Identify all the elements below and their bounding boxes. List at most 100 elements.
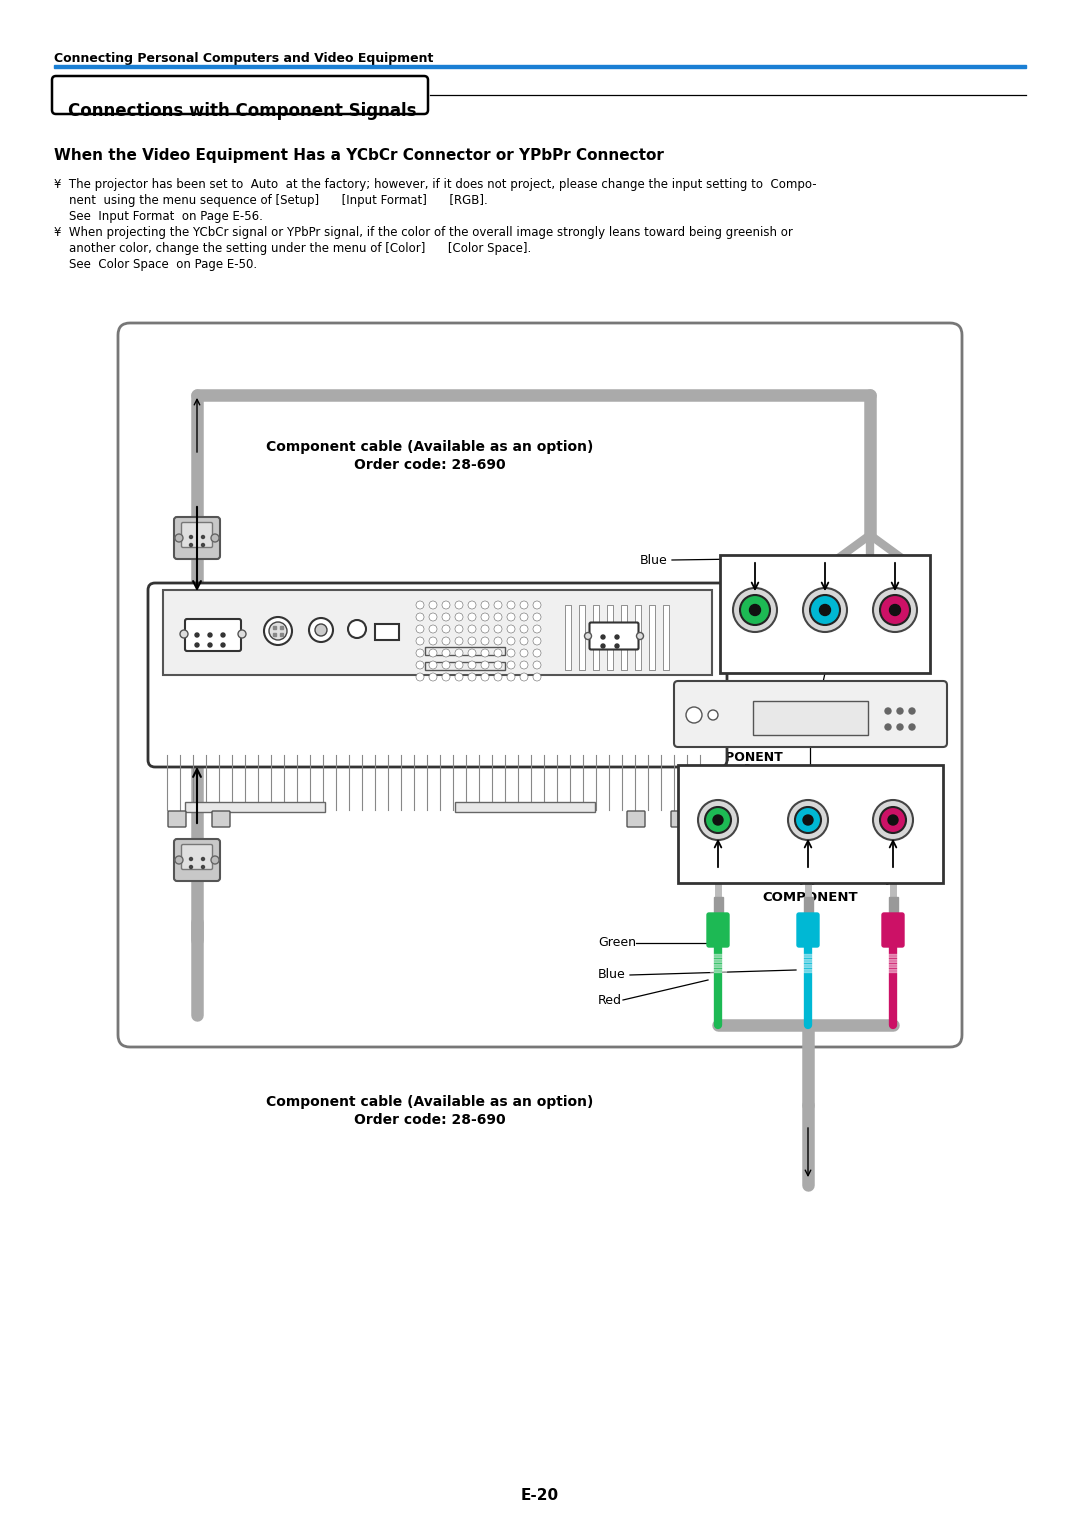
FancyBboxPatch shape: [181, 844, 213, 870]
Bar: [800, 969, 816, 972]
Circle shape: [468, 661, 476, 668]
Circle shape: [615, 644, 619, 649]
Bar: [375, 624, 399, 639]
Circle shape: [519, 661, 528, 668]
Circle shape: [890, 604, 901, 615]
FancyBboxPatch shape: [148, 583, 727, 768]
Circle shape: [885, 723, 891, 729]
Bar: [710, 964, 726, 967]
Circle shape: [713, 815, 723, 826]
Text: Red: Red: [640, 589, 664, 601]
FancyBboxPatch shape: [181, 522, 213, 548]
Circle shape: [442, 673, 450, 681]
Circle shape: [429, 661, 437, 668]
Circle shape: [885, 708, 891, 714]
Text: ¥  When projecting the YCbCr signal or YPbPr signal, if the color of the overall: ¥ When projecting the YCbCr signal or YP…: [54, 226, 793, 240]
Circle shape: [600, 635, 605, 639]
FancyBboxPatch shape: [185, 620, 241, 652]
FancyBboxPatch shape: [174, 517, 220, 559]
Bar: [635, 604, 642, 670]
Circle shape: [880, 595, 910, 626]
FancyBboxPatch shape: [797, 913, 819, 948]
Bar: [863, 690, 877, 691]
Circle shape: [202, 858, 204, 861]
Text: Blue: Blue: [598, 969, 625, 981]
Circle shape: [909, 708, 915, 714]
Circle shape: [211, 856, 219, 864]
FancyBboxPatch shape: [745, 635, 765, 665]
Circle shape: [348, 620, 366, 638]
Bar: [863, 679, 877, 682]
Circle shape: [202, 536, 204, 539]
Bar: [866, 620, 874, 639]
Bar: [912, 684, 924, 687]
Circle shape: [202, 865, 204, 868]
Circle shape: [238, 630, 246, 638]
Circle shape: [519, 636, 528, 645]
Bar: [800, 958, 816, 961]
Bar: [885, 964, 901, 967]
Circle shape: [750, 604, 760, 615]
Bar: [804, 897, 812, 916]
Circle shape: [429, 636, 437, 645]
Circle shape: [468, 601, 476, 609]
Bar: [273, 626, 276, 629]
Circle shape: [481, 626, 489, 633]
Circle shape: [494, 649, 502, 658]
Circle shape: [481, 661, 489, 668]
Text: See  Color Space  on Page E-50.: See Color Space on Page E-50.: [54, 258, 257, 272]
Bar: [426, 662, 505, 670]
Circle shape: [208, 642, 212, 647]
Circle shape: [416, 626, 424, 633]
Circle shape: [264, 617, 292, 645]
Circle shape: [468, 613, 476, 621]
Circle shape: [416, 649, 424, 658]
Bar: [280, 633, 283, 636]
Circle shape: [442, 601, 450, 609]
Circle shape: [788, 800, 828, 839]
Bar: [710, 969, 726, 972]
Circle shape: [175, 856, 183, 864]
FancyBboxPatch shape: [52, 76, 428, 114]
Circle shape: [897, 723, 903, 729]
Circle shape: [733, 588, 777, 632]
Text: Y    Pb   Pr: Y Pb Pr: [696, 763, 756, 777]
Bar: [54, 64, 1026, 69]
Text: Cb: Cb: [816, 571, 834, 583]
Bar: [912, 690, 924, 691]
Text: Green: Green: [598, 937, 636, 949]
Circle shape: [705, 807, 731, 833]
Bar: [714, 897, 723, 916]
Circle shape: [534, 601, 541, 609]
Text: Order code: 28-690: Order code: 28-690: [354, 1112, 505, 1128]
Bar: [753, 700, 868, 736]
Text: COMPONENT: COMPONENT: [778, 560, 873, 572]
FancyBboxPatch shape: [815, 635, 835, 665]
FancyBboxPatch shape: [707, 913, 729, 948]
Bar: [751, 623, 759, 639]
Circle shape: [455, 601, 463, 609]
Text: Pr: Pr: [886, 874, 901, 888]
Circle shape: [810, 595, 840, 626]
Bar: [863, 674, 877, 678]
FancyBboxPatch shape: [168, 810, 186, 827]
Text: Cr: Cr: [888, 571, 903, 583]
Circle shape: [534, 673, 541, 681]
Bar: [800, 964, 816, 967]
Text: Blue: Blue: [640, 554, 667, 566]
Circle shape: [880, 807, 906, 833]
Circle shape: [873, 588, 917, 632]
Circle shape: [494, 601, 502, 609]
Bar: [885, 969, 901, 972]
Circle shape: [636, 632, 644, 639]
Circle shape: [416, 661, 424, 668]
Circle shape: [740, 595, 770, 626]
Text: Green: Green: [640, 659, 678, 671]
Circle shape: [507, 613, 515, 621]
Circle shape: [534, 661, 541, 668]
Circle shape: [494, 636, 502, 645]
Circle shape: [221, 642, 225, 647]
Circle shape: [189, 865, 192, 868]
Bar: [815, 679, 829, 682]
Circle shape: [208, 633, 212, 636]
